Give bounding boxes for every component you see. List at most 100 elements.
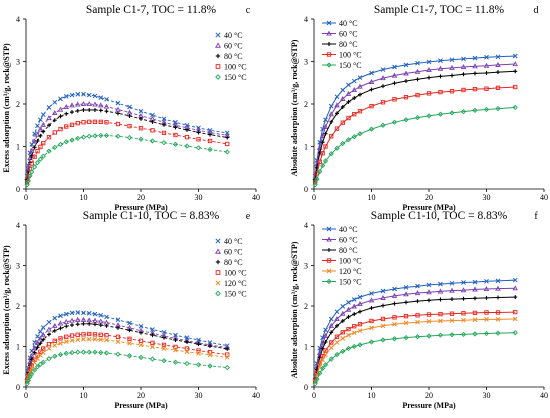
data-point — [57, 141, 64, 148]
data-point-b — [69, 310, 75, 316]
data-point — [127, 320, 132, 326]
data-point — [58, 340, 63, 346]
x-tick-label: 40 — [252, 193, 260, 202]
data-point-b — [98, 337, 104, 342]
data-point — [352, 112, 357, 117]
data-point — [207, 350, 213, 355]
data-point — [173, 338, 178, 343]
data-point — [380, 337, 386, 343]
y-axis-label: Excess adsorption (cm³/g, rock@STP) — [2, 245, 11, 375]
data-point — [58, 96, 63, 102]
data-point — [92, 317, 98, 323]
data-point — [369, 306, 374, 311]
data-point — [81, 336, 86, 342]
data-point — [93, 107, 97, 112]
data-point-b — [224, 355, 230, 360]
legend-marker — [326, 226, 332, 232]
data-point — [52, 328, 57, 333]
data-point — [81, 321, 86, 326]
data-point — [37, 361, 44, 367]
data-point — [460, 331, 467, 337]
data-point-b — [340, 87, 346, 93]
data-point — [97, 318, 104, 324]
data-point — [127, 123, 132, 129]
data-point — [207, 363, 213, 369]
data-point — [473, 296, 477, 301]
data-point-b — [334, 94, 340, 100]
y-tick-label: 0 — [16, 185, 20, 194]
data-point — [75, 337, 81, 342]
legend-label: 100 °C — [224, 269, 247, 278]
data-point — [461, 87, 466, 93]
data-point — [35, 123, 40, 129]
data-point — [328, 151, 334, 157]
data-point — [126, 353, 133, 359]
x-tick-label: 20 — [425, 391, 433, 400]
data-point — [98, 119, 103, 125]
data-point-b — [346, 82, 351, 88]
data-point — [32, 350, 37, 355]
data-point — [161, 358, 167, 364]
data-point — [403, 95, 409, 100]
data-point — [323, 131, 328, 136]
data-point-b — [328, 103, 334, 109]
data-point — [196, 351, 201, 356]
data-point — [35, 138, 40, 143]
data-point-b — [317, 363, 323, 369]
data-point — [161, 116, 167, 122]
data-point — [312, 182, 318, 188]
data-point — [403, 291, 409, 297]
series-curve — [314, 106, 516, 185]
y-tick-label: 1 — [16, 343, 20, 352]
data-point — [103, 319, 110, 325]
data-point-b — [512, 53, 518, 59]
data-point — [104, 120, 109, 125]
data-point-b — [127, 340, 132, 346]
data-point — [334, 126, 340, 131]
data-point — [513, 295, 518, 300]
data-point — [138, 136, 144, 142]
data-point — [414, 68, 421, 74]
data-point-b — [415, 319, 420, 325]
data-point — [352, 96, 357, 101]
data-point-b — [138, 323, 144, 329]
data-point — [512, 53, 518, 59]
data-point — [46, 105, 52, 110]
data-point — [512, 61, 519, 67]
data-point — [98, 132, 104, 139]
data-point — [351, 303, 358, 309]
data-point — [27, 369, 33, 375]
data-point — [52, 338, 57, 343]
data-point — [380, 323, 386, 329]
data-point — [87, 119, 92, 125]
data-point — [357, 75, 363, 81]
x-tick-label: 10 — [368, 391, 376, 400]
data-point-b — [495, 54, 501, 60]
data-point — [351, 87, 358, 93]
data-point — [41, 337, 46, 342]
data-point — [484, 317, 489, 322]
data-point — [104, 333, 109, 338]
data-point — [449, 287, 455, 293]
data-point — [320, 151, 325, 156]
data-point — [339, 95, 346, 101]
data-point — [87, 331, 92, 337]
data-point — [46, 134, 52, 140]
data-point — [403, 334, 409, 341]
data-point — [437, 288, 444, 294]
data-point-b — [380, 323, 386, 329]
legend-label: 40 °C — [224, 31, 243, 40]
data-point-b — [484, 278, 489, 284]
data-point — [35, 345, 40, 350]
data-point — [328, 103, 334, 109]
data-point-b — [346, 332, 351, 338]
data-point — [58, 313, 63, 319]
data-point — [81, 310, 86, 316]
series-curve — [314, 55, 516, 177]
panel-letter: e — [246, 211, 251, 222]
data-point — [381, 84, 385, 89]
data-point — [368, 126, 375, 132]
data-point — [52, 144, 58, 150]
x-tick-label: 40 — [540, 193, 548, 202]
legend-marker — [215, 42, 221, 48]
